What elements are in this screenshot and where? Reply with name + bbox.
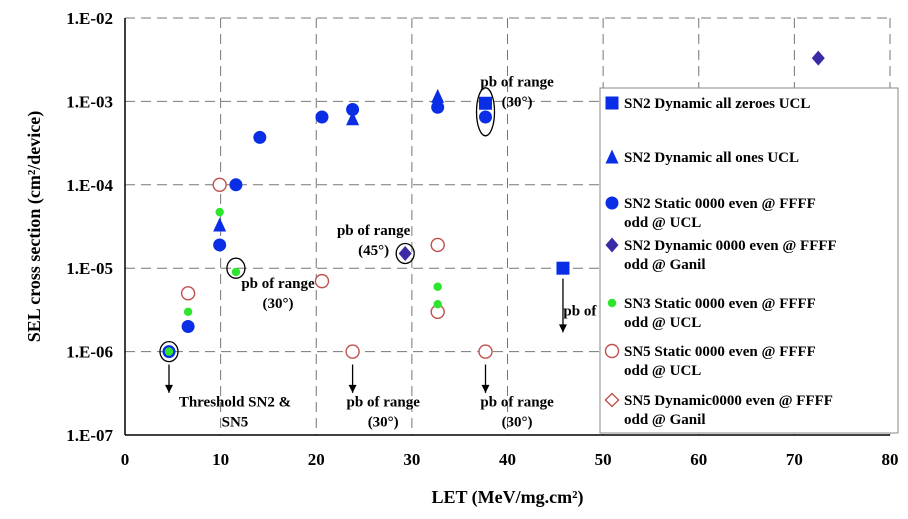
annotation-text: (30°): [502, 95, 533, 111]
annotation-text: (30°): [502, 414, 533, 430]
tick-labels: 0 10 20 30 40 50 60 70 80 1.E-07 1.E-06 1.E-05 1.E-0…: [66, 9, 898, 469]
arrow-head: [348, 384, 357, 393]
legend-marker: [605, 96, 619, 110]
y-tick-label: 1.E-06: [66, 343, 113, 362]
legend-label: SN3 Static 0000 even @ FFFF: [624, 296, 816, 312]
x-tick-label: 60: [690, 450, 707, 469]
x-tick-label: 40: [499, 450, 516, 469]
x-tick-label: 10: [212, 450, 229, 469]
legend-marker: [605, 196, 619, 210]
legend-marker: [604, 343, 620, 359]
x-tick-label: 80: [882, 450, 899, 469]
annotation-text: (45°): [358, 243, 389, 259]
highlight-ellipse: [475, 87, 496, 137]
data-point: [314, 273, 330, 289]
legend-label: SN5 Static 0000 even @ FFFF: [624, 344, 816, 360]
data-point: [213, 238, 227, 252]
annotation-text: (30°): [368, 414, 399, 430]
arrow-head: [481, 384, 490, 393]
y-tick-label: 1.E-05: [66, 259, 113, 278]
x-tick-label: 20: [308, 450, 325, 469]
annotation-text: pb of range: [480, 75, 554, 91]
x-tick-label: 30: [403, 450, 420, 469]
data-point: [430, 237, 445, 253]
legend-label: SN5 Dynamic0000 even @ FFFF: [624, 393, 833, 409]
y-tick-label: 1.E-02: [66, 9, 113, 28]
legend-marker: [605, 237, 619, 253]
data-point: [229, 178, 243, 192]
axes: [124, 18, 890, 436]
data-point: [556, 261, 570, 275]
legend-label: SN2 Dynamic 0000 even @ FFFF: [624, 238, 837, 254]
data-point: [811, 50, 825, 66]
data-point: [253, 130, 267, 144]
data-point: [212, 177, 227, 193]
data-point: [479, 110, 493, 124]
legend-marker: [604, 392, 620, 408]
data-point: [183, 307, 193, 317]
x-axis-label: LET (MeV/mg.cm²): [431, 487, 583, 508]
data-point: [315, 110, 329, 124]
annotation-text: pb of range: [480, 394, 554, 410]
data-point: [346, 111, 360, 126]
data-point: [346, 102, 360, 116]
x-tick-label: 50: [595, 450, 612, 469]
y-tick-label: 1.E-07: [66, 426, 113, 445]
legend-label: odd @ UCL: [624, 215, 701, 231]
data-point: [433, 299, 442, 309]
annotation-text: SN5: [222, 414, 249, 430]
legend-label: SN2 Dynamic all zeroes UCL: [624, 96, 810, 112]
arrow-head: [558, 324, 567, 333]
data-point: [398, 246, 412, 262]
legend-label: SN2 Dynamic all ones UCL: [624, 150, 799, 166]
legend: SN2 Dynamic all zeroes UCL SN2 Dynamic al…: [599, 87, 899, 434]
y-tick-label: 1.E-03: [66, 92, 113, 111]
legend-label: odd @ Ganil: [624, 257, 705, 273]
y-axis-label: SEL cross section (cm²/device): [24, 111, 45, 343]
y-tick-label: 1.E-04: [66, 176, 113, 195]
x-tick-label: 0: [121, 450, 130, 469]
data-point: [345, 344, 360, 359]
highlight-ellipse: [226, 257, 246, 279]
annotation-text: pb of range: [337, 223, 411, 239]
data-point: [180, 286, 196, 301]
legend-marker: [605, 149, 619, 164]
data-point: [164, 347, 174, 356]
data-point: [431, 100, 445, 114]
arrow-head: [164, 384, 173, 393]
x-tick-label: 70: [786, 450, 803, 469]
data-point: [431, 88, 445, 103]
legend-label: odd @ UCL: [624, 363, 701, 379]
highlight-ellipse: [159, 340, 179, 363]
data-point: [213, 217, 227, 232]
annotation-text: pb of range: [347, 394, 421, 410]
data-point: [215, 207, 224, 217]
annotation-text: (30°): [263, 296, 294, 312]
legend-box: [599, 87, 899, 434]
legend-label: odd @ UCL: [624, 315, 701, 331]
annotation-text: pb of range: [241, 276, 315, 292]
legend-marker: [607, 298, 617, 308]
data-point: [231, 267, 241, 277]
annotation-text: Threshold SN2 &: [179, 394, 291, 410]
data-point: [181, 319, 195, 333]
data-point: [479, 96, 493, 110]
highlight-ellipse: [395, 242, 415, 265]
data-point: [433, 282, 442, 291]
legend-label: odd @ Ganil: [624, 412, 705, 428]
legend-label: SN2 Static 0000 even @ FFFF: [624, 196, 816, 212]
data-points: [162, 50, 825, 359]
data-point: [478, 344, 493, 359]
